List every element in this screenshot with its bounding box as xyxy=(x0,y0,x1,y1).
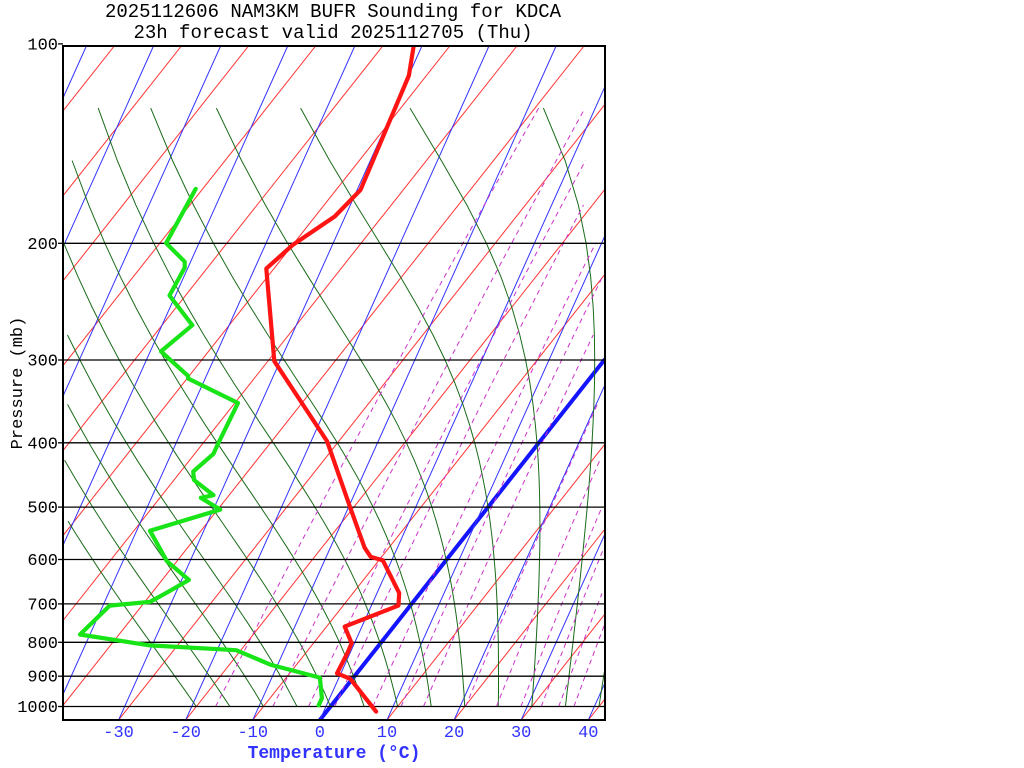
svg-text:2025112606 NAM3KM BUFR Soundin: 2025112606 NAM3KM BUFR Sounding for KDCA xyxy=(105,1,562,23)
svg-text:600: 600 xyxy=(27,552,58,571)
svg-text:10: 10 xyxy=(377,724,397,743)
svg-text:Temperature (°C): Temperature (°C) xyxy=(248,744,421,764)
svg-text:500: 500 xyxy=(27,500,58,519)
svg-text:300: 300 xyxy=(27,353,58,372)
svg-text:-10: -10 xyxy=(237,724,268,743)
svg-text:Pressure (mb): Pressure (mb) xyxy=(9,317,28,450)
svg-text:400: 400 xyxy=(27,435,58,454)
svg-text:200: 200 xyxy=(27,236,58,255)
svg-text:700: 700 xyxy=(27,596,58,615)
svg-text:20: 20 xyxy=(444,724,464,743)
svg-text:1000: 1000 xyxy=(17,699,58,718)
svg-text:-20: -20 xyxy=(170,724,201,743)
svg-text:100: 100 xyxy=(27,37,58,56)
svg-text:40: 40 xyxy=(578,724,598,743)
svg-text:900: 900 xyxy=(27,669,58,688)
svg-text:23h forecast valid 2025112705: 23h forecast valid 2025112705 (Thu) xyxy=(133,22,532,44)
svg-text:30: 30 xyxy=(511,724,531,743)
svg-text:800: 800 xyxy=(27,635,58,654)
svg-text:0: 0 xyxy=(315,724,325,743)
svg-text:-30: -30 xyxy=(103,724,134,743)
